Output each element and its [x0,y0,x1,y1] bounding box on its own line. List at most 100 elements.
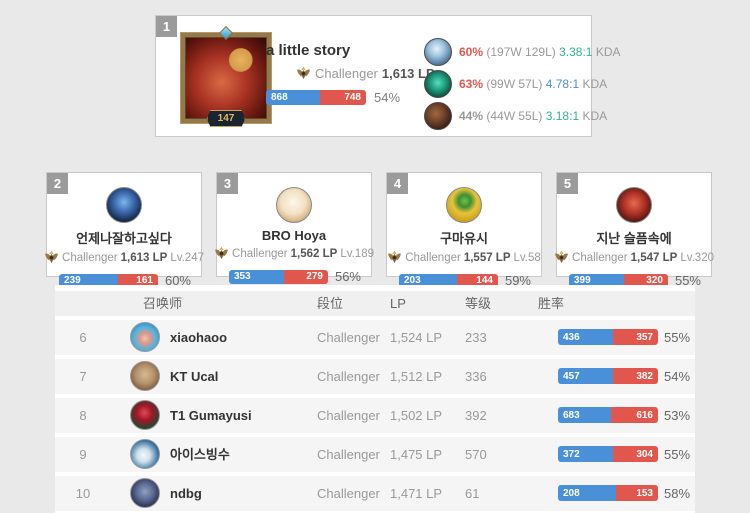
level-cell: 61 [465,486,480,501]
table-row[interactable]: 6 xiaohaoo Challenger 1,524 LP 233 436 3… [55,320,695,355]
champion-icon-1 [424,38,452,66]
tier-cell: Challenger [317,447,380,462]
rank2-player-card[interactable]: 2 언제나잘하고싶다 Challenger 1,613 LP Lv.247 23… [45,172,204,288]
winrate-value: 54% [374,90,401,105]
table-row[interactable]: 7 KT Ucal Challenger 1,512 LP 336 457 38… [55,359,695,394]
rank-badge: 1 [156,16,177,37]
summoner-avatar [130,400,160,430]
winloss-bar: 208 153 [558,485,658,501]
col-header-summoner: 召唤师 [143,296,183,311]
wins-value: 399 [574,275,591,286]
lp-value: 1,562 LP [290,247,338,260]
col-header-winrate: 胜率 [538,296,565,311]
summoner-name[interactable]: 아이스빙수 [170,447,230,462]
rank-cell: 9 [79,447,87,462]
champion-stat-row: 60% (197W 129L) 3.38:1 KDA [424,38,621,66]
summoner-avatar [446,187,482,223]
losses-value: 279 [306,271,323,282]
summoner-name[interactable]: xiaohaoo [170,330,228,345]
rank-cell: 7 [79,369,87,384]
tier-cell: Challenger [317,486,380,501]
champion-icon-3 [424,102,452,130]
level-cell: 233 [465,330,487,345]
level-cell: 336 [465,369,487,384]
wins-value: 436 [563,331,580,343]
tier-label: Challenger [62,251,118,264]
winrate-value: 58% [664,486,691,501]
tier-label: Challenger [405,251,461,264]
summoner-avatar [130,361,160,391]
champion-kda: 3.18:1 [545,109,580,123]
col-header-tier: 段位 [317,296,344,311]
lp-value: 1,557 LP [463,251,511,264]
champion-winrate: 63% [459,77,484,91]
wins-value: 353 [234,271,251,282]
summoner-name[interactable]: 구마유시 [440,231,488,246]
wins-value: 372 [563,448,580,460]
champion-stat-row: 63% (99W 57L) 4.78:1 KDA [424,70,621,98]
summoner-name[interactable]: ndbg [170,486,202,501]
kda-label: KDA [582,109,608,123]
lp-cell: 1,475 LP [390,447,443,462]
summoner-name[interactable]: 언제나잘하고싶다 [76,231,172,246]
challenger-tier-icon [388,250,402,264]
rank3-player-card[interactable]: 3 BRO Hoya Challenger 1,562 LP Lv.189 35… [215,172,374,284]
summoner-avatar [276,187,312,223]
table-header-row: 召唤师 段位 LP 等级 胜率 [55,291,695,316]
winloss-bar: 683 616 [558,407,658,423]
summoner-avatar [130,478,160,508]
tier-cell: Challenger [317,408,380,423]
col-header-lp: LP [390,296,406,311]
leaderboard-table: 召唤师 段位 LP 等级 胜率 6 xiaohaoo Challenger 1,… [55,285,695,513]
level-label: Lv.58 [513,251,541,264]
rank-badge: 3 [217,173,238,194]
rank-badge: 4 [387,173,408,194]
rank1-player-card[interactable]: 1 147 a little story Challenger 1,613 LP… [155,15,621,137]
col-header-level: 等级 [465,296,492,311]
kda-label: KDA [582,77,608,91]
top-champions-list: 60% (197W 129L) 3.38:1 KDA 63% (99W 57L)… [424,38,621,130]
lp-value: 1,613 LP [120,251,168,264]
winrate-value: 53% [664,408,691,423]
champion-record: (44W 55L) [486,109,543,123]
champion-kda: 4.78:1 [545,77,580,91]
champion-record: (197W 129L) [486,45,556,59]
champion-stat-row: 44% (44W 55L) 3.18:1 KDA [424,102,621,130]
winrate-value: 56% [334,269,361,284]
winrate-value: 55% [674,273,701,288]
summoner-avatar [106,187,142,223]
summoner-avatar [616,187,652,223]
summoner-name[interactable]: a little story [266,42,351,59]
level-cell: 392 [465,408,487,423]
winloss-bar: 203 144 [399,273,498,288]
wins-value: 457 [563,370,580,382]
summoner-name[interactable]: KT Ucal [170,369,219,384]
rank-cell: 10 [75,486,91,501]
level-label: Lv.320 [680,251,714,264]
winloss-bar: 239 161 [59,273,158,288]
champion-icon-2 [424,70,452,98]
summoner-avatar: 147 [181,25,271,127]
winrate-value: 55% [664,330,691,345]
summoner-name[interactable]: BRO Hoya [261,228,327,243]
challenger-tier-icon [297,66,310,80]
winloss-bar: 372 304 [558,446,658,462]
losses-value: 144 [476,275,493,286]
summoner-name[interactable]: 지난 슬픔속에 [596,231,672,246]
winloss-bar: 868 748 [266,90,366,105]
lp-cell: 1,524 LP [390,330,443,345]
rank5-player-card[interactable]: 5 지난 슬픔속에 Challenger 1,547 LP Lv.320 399… [555,172,714,288]
table-row[interactable]: 9 아이스빙수 Challenger 1,475 LP 570 372 304 … [55,437,695,472]
summoner-level-badge: 147 [206,110,246,127]
wins-value: 868 [271,92,288,103]
rank4-player-card[interactable]: 4 구마유시 Challenger 1,557 LP Lv.58 203 144… [386,172,542,288]
losses-value: 748 [344,92,361,103]
kda-label: KDA [595,45,621,59]
table-row[interactable]: 10 ndbg Challenger 1,471 LP 61 208 153 5… [55,476,695,511]
losses-value: 161 [136,275,153,286]
losses-value: 357 [636,331,653,343]
table-row[interactable]: 8 T1 Gumayusi Challenger 1,502 LP 392 68… [55,398,695,433]
tier-cell: Challenger [317,330,380,345]
summoner-name[interactable]: T1 Gumayusi [170,408,252,423]
tier-cell: Challenger [317,369,380,384]
